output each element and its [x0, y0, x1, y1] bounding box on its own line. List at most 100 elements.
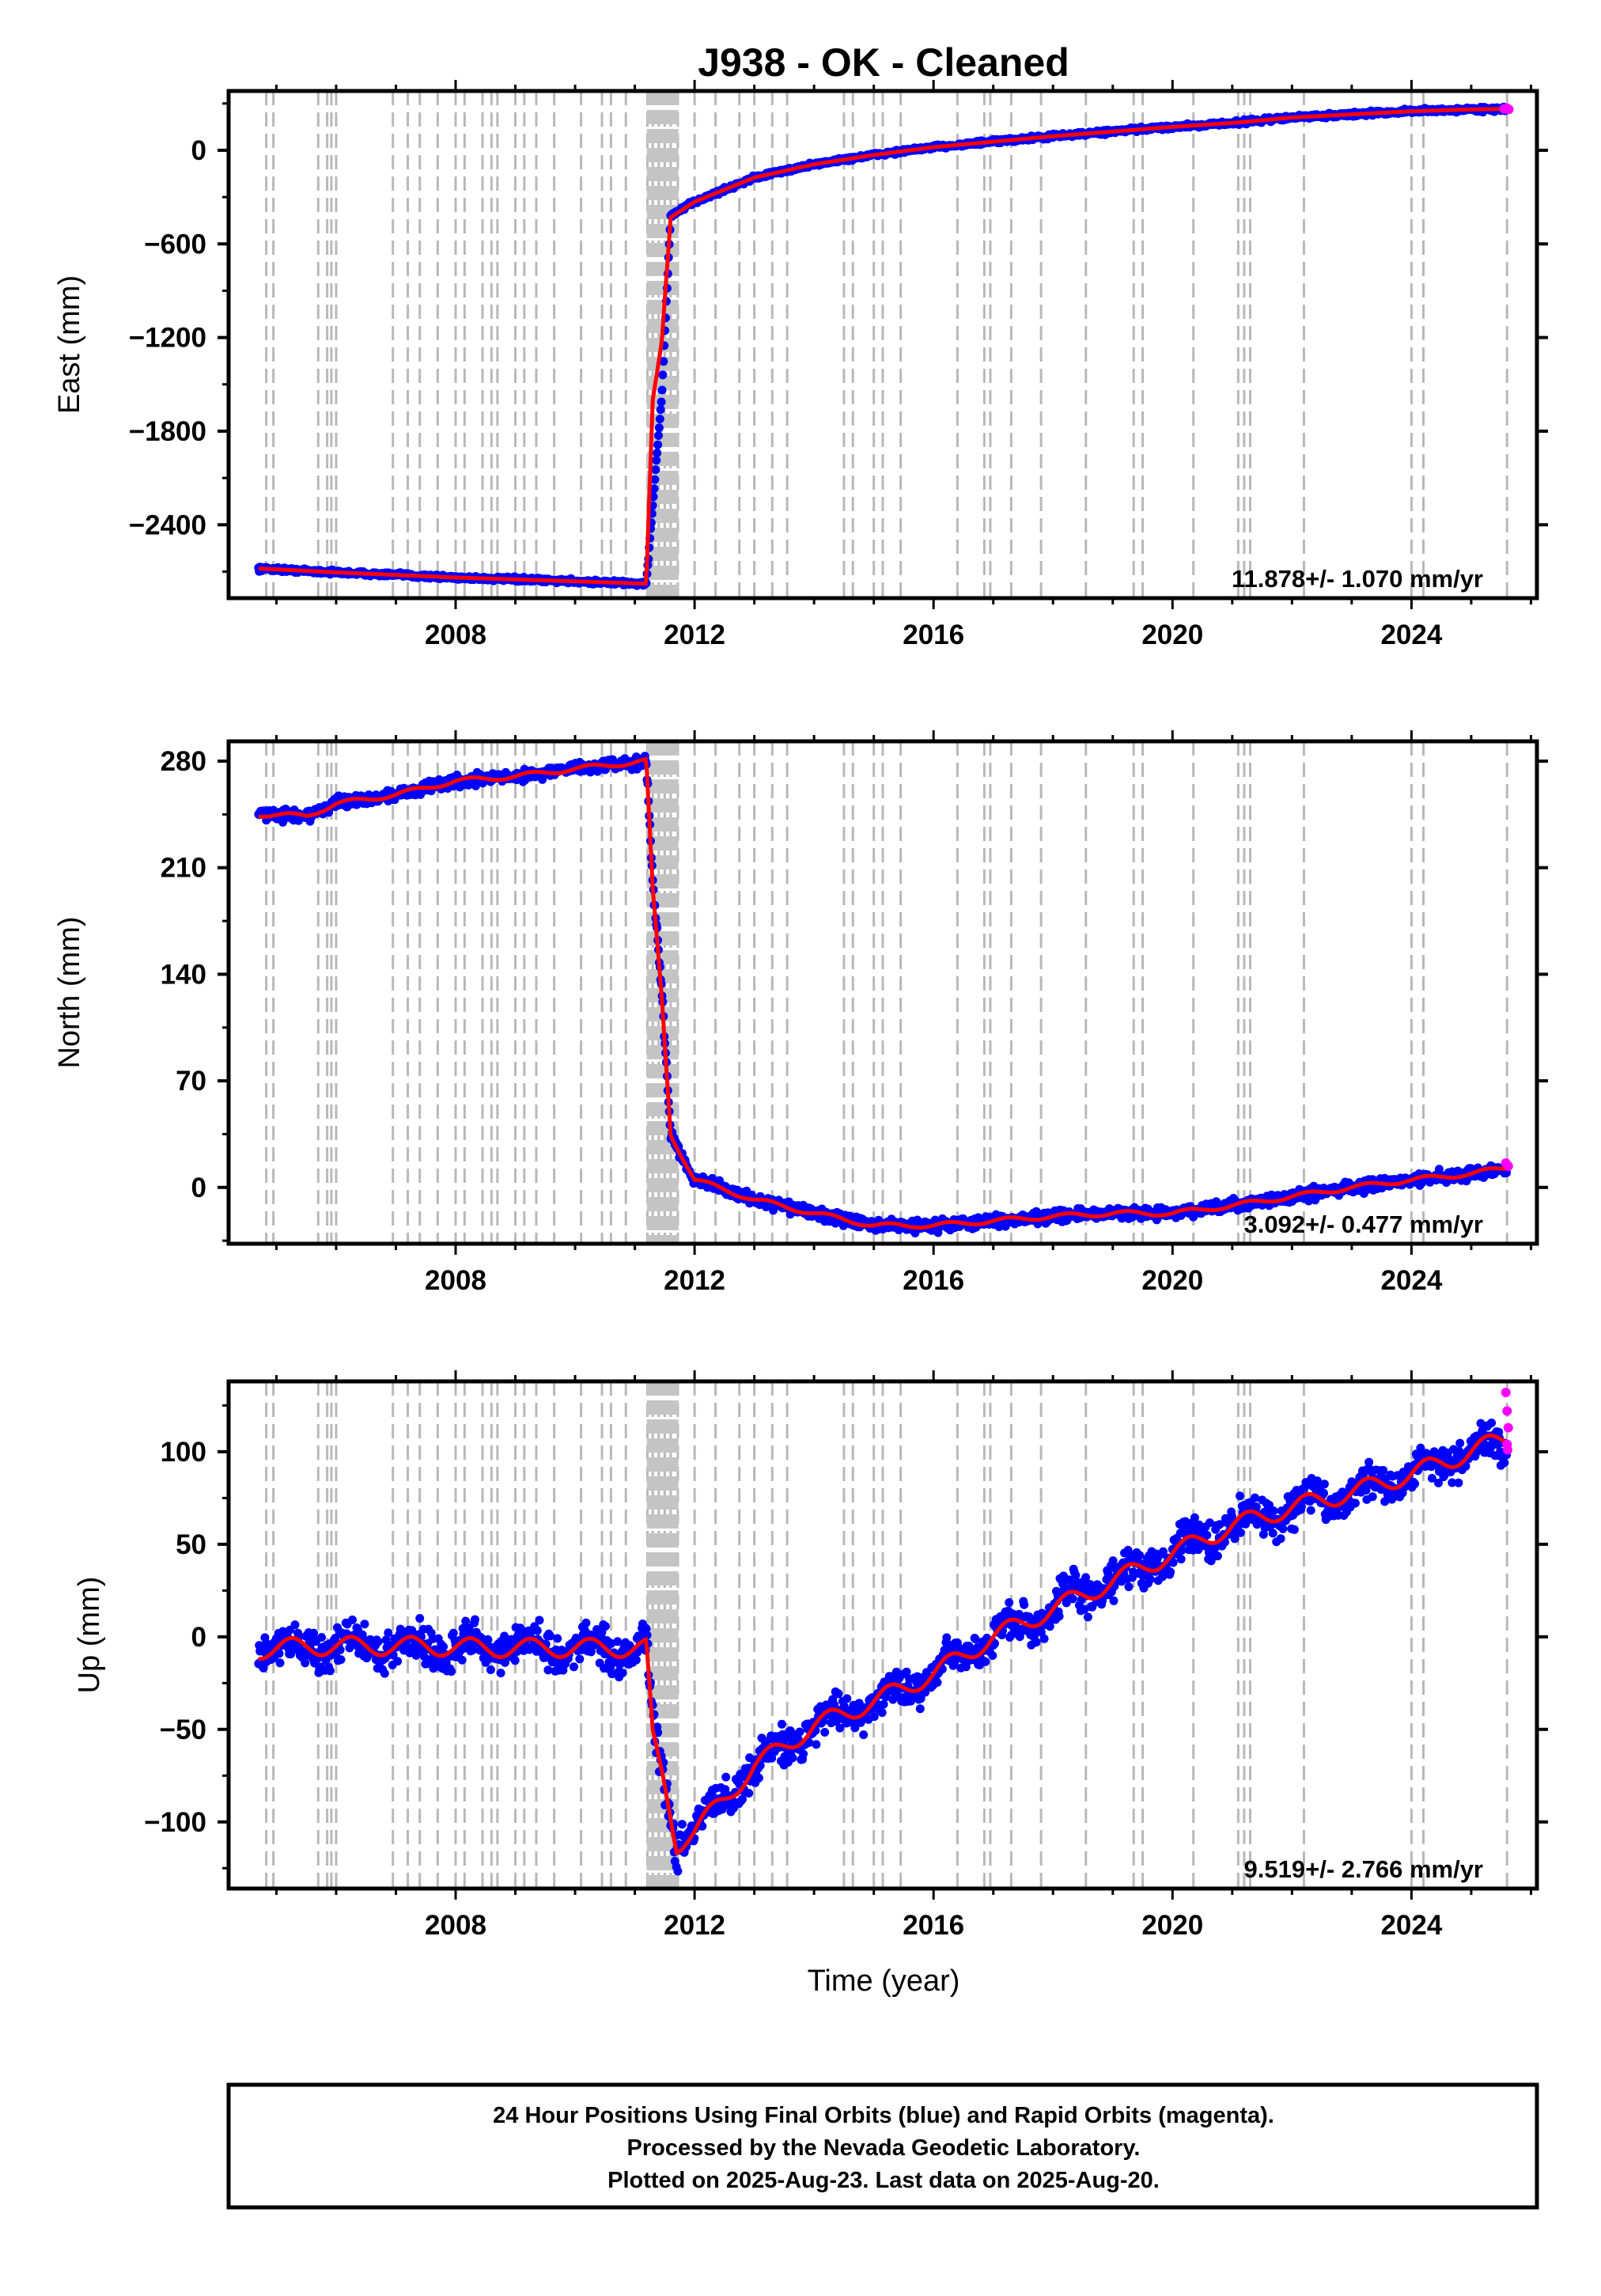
final-orbit-point — [553, 1634, 562, 1643]
final-orbit-point — [600, 1622, 610, 1631]
final-orbit-point — [877, 1708, 887, 1718]
x-tick-label: 2020 — [1141, 1265, 1203, 1296]
final-orbit-point — [496, 1669, 505, 1678]
y-tick-label: 280 — [161, 746, 206, 777]
y-tick-label: 140 — [161, 959, 206, 990]
final-orbit-point — [384, 1628, 393, 1638]
final-orbit-point — [570, 1662, 578, 1672]
final-orbit-point — [1031, 1638, 1041, 1647]
final-orbit-point — [642, 1631, 652, 1640]
final-orbit-point — [290, 1620, 300, 1630]
final-orbit-point — [921, 1688, 930, 1697]
chart-title: J938 - OK - Cleaned — [698, 40, 1069, 85]
final-orbit-point — [483, 1635, 493, 1644]
x-tick-label: 2024 — [1380, 1265, 1442, 1296]
final-orbit-point — [654, 431, 663, 440]
final-orbit-point — [373, 1637, 383, 1646]
final-orbit-point — [988, 1651, 997, 1660]
final-orbit-point — [581, 1618, 591, 1627]
final-orbit-point — [415, 1614, 425, 1623]
rapid-orbit-point — [1503, 1161, 1513, 1171]
final-orbit-point — [471, 1615, 479, 1624]
final-orbit-point — [656, 405, 665, 415]
final-orbit-point — [677, 1820, 687, 1829]
final-orbit-point — [363, 1652, 372, 1661]
final-orbit-point — [301, 1658, 310, 1668]
final-orbit-point — [461, 1616, 471, 1626]
final-orbit-point — [673, 1866, 683, 1876]
final-orbit-point — [317, 1633, 326, 1642]
final-orbit-point — [650, 475, 660, 484]
final-orbit-point — [419, 1652, 429, 1661]
final-orbit-point — [575, 1654, 585, 1664]
final-orbit-point — [380, 1669, 389, 1678]
final-orbit-points — [254, 102, 1512, 590]
x-tick-label: 2016 — [903, 619, 964, 650]
final-orbit-point — [933, 1678, 942, 1687]
final-orbit-point — [447, 1667, 456, 1677]
rate-annotation: 3.092+/- 0.477 mm/yr — [1244, 1211, 1483, 1238]
final-orbit-point — [812, 1740, 821, 1749]
final-orbit-point — [657, 385, 667, 395]
final-orbit-point — [360, 1620, 369, 1629]
final-orbit-points — [254, 1419, 1512, 1876]
final-orbit-point — [335, 1645, 345, 1654]
final-orbit-point — [309, 1628, 318, 1638]
final-orbit-point — [510, 1656, 520, 1665]
final-orbit-point — [869, 1712, 879, 1722]
panel-frame — [226, 739, 1539, 1246]
final-orbit-point — [457, 1655, 467, 1665]
rate-annotation: 11.878+/- 1.070 mm/yr — [1232, 565, 1483, 593]
final-orbit-point — [721, 1772, 731, 1782]
y-tick-label: 0 — [191, 1173, 206, 1203]
y-axis-label: East (mm) — [53, 275, 86, 414]
final-orbit-point — [652, 456, 661, 465]
final-orbit-point — [767, 1753, 777, 1763]
final-orbit-point — [1062, 1598, 1071, 1608]
final-orbit-point — [535, 1616, 544, 1625]
final-orbit-point — [1005, 1598, 1014, 1607]
final-orbit-point — [649, 484, 659, 494]
final-orbit-point — [658, 370, 668, 380]
panel-frame — [226, 89, 1539, 601]
final-orbit-point — [543, 1665, 553, 1675]
y-tick-label: −1800 — [129, 416, 206, 447]
final-orbit-point — [642, 1623, 651, 1633]
final-orbit-point — [1054, 1612, 1064, 1621]
y-tick-label: −2400 — [129, 510, 206, 540]
plot-area — [254, 1381, 1513, 1889]
y-tick-label: 210 — [161, 853, 206, 884]
final-orbit-point — [933, 1228, 943, 1237]
final-orbit-point — [654, 423, 664, 433]
final-orbit-point — [1045, 1622, 1054, 1631]
final-orbit-point — [835, 1723, 845, 1733]
final-orbit-point — [325, 1666, 335, 1676]
x-tick-label: 2008 — [425, 619, 486, 650]
final-orbit-point — [777, 1719, 786, 1729]
model-fit-line — [258, 107, 1508, 586]
final-orbit-point — [820, 1728, 830, 1737]
final-orbit-point — [1020, 1600, 1029, 1609]
y-tick-label: −600 — [144, 229, 206, 260]
final-orbit-point — [795, 1727, 804, 1737]
final-orbit-point — [439, 1642, 449, 1651]
final-orbit-point — [961, 1662, 971, 1672]
final-orbit-point — [804, 1738, 814, 1747]
x-tick-label: 2016 — [903, 1265, 964, 1296]
final-orbit-point — [834, 1689, 843, 1699]
final-orbit-point — [915, 1704, 925, 1714]
x-tick-label: 2020 — [1141, 619, 1203, 650]
final-orbit-point — [274, 1649, 284, 1658]
final-orbit-point — [653, 449, 662, 457]
final-orbit-points — [254, 752, 1512, 1237]
final-orbit-point — [631, 1655, 641, 1665]
x-tick-label: 2024 — [1380, 619, 1442, 650]
final-orbit-point — [618, 1669, 627, 1677]
model-fit-line — [258, 756, 1508, 1230]
final-orbit-point — [468, 1646, 478, 1655]
y-tick-label: −1200 — [129, 323, 206, 354]
